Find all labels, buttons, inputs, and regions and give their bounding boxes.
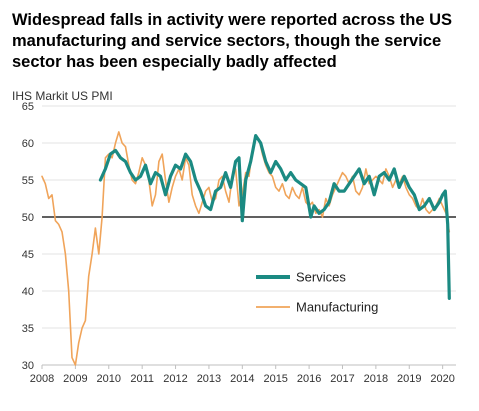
y-tick-label-30: 30: [22, 360, 34, 372]
series-line-services: [98, 134, 451, 300]
y-tick-label-50: 50: [22, 212, 34, 224]
x-tick-label-2017: 2017: [330, 373, 354, 385]
y-tick-label-55: 55: [22, 175, 34, 187]
legend: Services Manufacturing: [256, 270, 378, 315]
grid-lines: [42, 105, 456, 366]
x-tick-label-2015: 2015: [263, 373, 287, 385]
x-axis-ticks: 2008 2009 2010 2011 2012 2013 2014 2015 2016 2017…: [30, 365, 455, 385]
x-tick-label-2018: 2018: [364, 373, 388, 385]
chart-subtitle: IHS Markit US PMI: [12, 89, 113, 103]
y-tick-label-35: 35: [22, 323, 34, 335]
legend-label-manufacturing: Manufacturing: [296, 300, 378, 315]
y-tick-label-60: 60: [22, 138, 34, 150]
x-tick-label-2019: 2019: [397, 373, 421, 385]
x-tick-label-2012: 2012: [163, 373, 187, 385]
x-tick-label-2020: 2020: [430, 373, 454, 385]
legend-label-services: Services: [296, 270, 346, 285]
y-tick-label-45: 45: [22, 249, 34, 261]
y-tick-label-65: 65: [22, 101, 34, 113]
x-tick-label-2013: 2013: [197, 373, 221, 385]
chart-title: Widespread falls in activity were report…: [12, 11, 453, 71]
series-lines: [41, 131, 451, 366]
x-tick-label-2009: 2009: [63, 373, 87, 385]
y-tick-label-40: 40: [22, 286, 34, 298]
x-tick-label-2010: 2010: [97, 373, 121, 385]
y-axis-ticks: 30 35 40 45 50 55 60 65: [22, 101, 34, 372]
x-tick-label-2016: 2016: [297, 373, 321, 385]
x-tick-label-2008: 2008: [30, 373, 54, 385]
x-tick-label-2011: 2011: [130, 373, 154, 385]
x-tick-label-2014: 2014: [230, 373, 254, 385]
series-line-manufacturing: [41, 131, 451, 366]
